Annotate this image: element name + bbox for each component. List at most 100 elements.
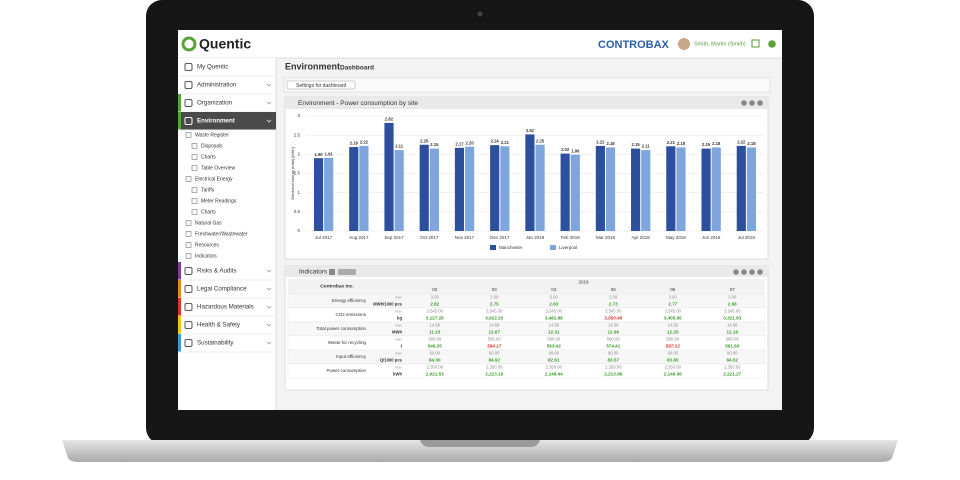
panel-icon[interactable] — [741, 269, 747, 275]
value-label: 2.02 — [561, 147, 570, 152]
sidebar-item[interactable]: My Quentic — [197, 64, 228, 71]
help-icon[interactable] — [768, 40, 776, 48]
user-name[interactable]: Smith, Martin (Smith) — [694, 41, 746, 47]
panel-icon[interactable] — [741, 100, 747, 106]
panel-icon[interactable] — [733, 269, 739, 275]
sidebar-icon — [184, 99, 193, 107]
sidebar-accent — [178, 94, 181, 112]
x-tick-label: Oct 2017 — [420, 235, 439, 240]
sidebar-item[interactable]: Administration — [197, 82, 237, 89]
sidebar-subitem[interactable]: Charts — [201, 154, 216, 160]
sidebar-subitem[interactable]: Waste Register — [195, 132, 229, 138]
value-label: 1.91 — [325, 151, 334, 156]
bar — [465, 146, 475, 231]
panel-icon[interactable] — [749, 269, 755, 275]
avatar[interactable] — [678, 38, 690, 50]
laptop-notch — [420, 440, 540, 447]
value-label: 2.22 — [360, 140, 369, 145]
indicators-header — [285, 266, 768, 277]
value-label: 2.25 — [420, 138, 429, 143]
sidebar-subitem[interactable]: Table Overview — [201, 165, 236, 171]
bar — [500, 146, 510, 231]
max-value: 3,545.00 — [546, 309, 563, 314]
logout-icon[interactable] — [751, 39, 760, 48]
legend-swatch — [550, 245, 556, 250]
panel-icon[interactable] — [749, 100, 755, 106]
value-label: 2.15 — [632, 142, 641, 147]
indicator-value: 2,213.98 — [604, 372, 622, 377]
sidebar-item[interactable]: Hazardous Materials — [197, 304, 254, 311]
sidebar-subitem[interactable]: Resources — [195, 242, 219, 248]
row-label: Waste for recycling — [328, 340, 367, 345]
sidebar-subitem[interactable]: Natural Gas — [195, 220, 222, 226]
settings-button-label[interactable]: Settings for dashboard — [296, 83, 347, 89]
sidebar-subitem[interactable]: Indicators — [195, 253, 217, 259]
max-value: 90.00 — [489, 351, 500, 356]
sidebar-icon — [184, 339, 193, 347]
value-label: 2.18 — [677, 141, 686, 146]
value-label: 2.20 — [466, 140, 475, 145]
logo: Quentic — [199, 36, 251, 52]
sidebar-item[interactable]: Organization — [197, 100, 233, 107]
toolbar — [283, 77, 771, 93]
y-tick-label: 2 — [297, 152, 300, 157]
table-month: 07 — [730, 287, 736, 292]
chevron — [266, 323, 272, 327]
sidebar-item[interactable]: Health & Safety — [197, 322, 241, 329]
unit-label: kWh — [393, 372, 402, 377]
bar — [701, 148, 711, 231]
x-tick-label: Mar 2018 — [596, 235, 616, 240]
sidebar-sub-icon — [191, 154, 198, 160]
settings-button[interactable] — [286, 80, 356, 90]
sidebar-subitem[interactable]: Meter Readings — [201, 198, 237, 204]
indicator-value: 2,223.19 — [485, 372, 503, 377]
sidebar-subitem[interactable]: Charts — [201, 209, 216, 215]
sidebar-item[interactable]: Sustainability — [197, 340, 234, 347]
value-label: 2.15 — [430, 142, 439, 147]
unit-label: MWh — [392, 330, 402, 335]
y-tick-label: 2.5 — [294, 132, 301, 137]
table-year: 2018 — [578, 280, 589, 285]
panel-icon[interactable] — [757, 100, 763, 106]
table-row — [287, 363, 766, 379]
indicator-value: 12.67 — [489, 330, 501, 335]
chart-title: Environment - Power consumption by site — [298, 100, 418, 107]
bar — [394, 150, 404, 231]
chevron — [266, 269, 272, 273]
sidebar-subitem[interactable]: Electrical Energy — [195, 176, 233, 182]
indicator-value: 3,922.23 — [485, 316, 503, 321]
max-value: 580.00 — [547, 337, 560, 342]
sidebar-subitem[interactable]: Disposals — [201, 143, 223, 149]
bar — [746, 147, 757, 231]
indicator-value: 12.25 — [667, 330, 679, 335]
bar — [324, 157, 334, 231]
max-value: 2,350.00 — [605, 365, 622, 370]
sidebar-subitem[interactable]: Tariffs — [201, 187, 215, 193]
indicator-value: 84.92 — [489, 358, 501, 363]
sidebar-item[interactable]: Risks & Audits — [197, 268, 237, 275]
sidebar-sub-icon — [185, 231, 192, 237]
sidebar-sub-icon — [191, 165, 198, 171]
bar — [454, 147, 465, 231]
sidebar-item[interactable]: Environment — [197, 118, 235, 125]
filter-badge — [338, 269, 356, 275]
sidebar-subitem[interactable]: Freshwater/Wastewater — [195, 231, 248, 237]
max-value: 14.58 — [727, 323, 738, 328]
x-tick-label: Dec 2017 — [490, 235, 510, 240]
max-value: 580.00 — [726, 337, 739, 342]
indicator-value: 12.31 — [548, 330, 560, 335]
indicators-title: Indicators — [299, 269, 328, 276]
max-value: 3.00 — [431, 295, 440, 300]
panel-icon[interactable] — [757, 269, 763, 275]
max-value: 3.00 — [490, 295, 499, 300]
sidebar-sub-icon — [185, 253, 192, 259]
legend-label: Liverpool — [559, 245, 577, 250]
sidebar-item[interactable]: Legal Compliance — [197, 286, 247, 293]
value-label: 2.21 — [667, 140, 676, 145]
table-month: 04 — [551, 287, 557, 292]
x-tick-label: Jun 2018 — [702, 235, 721, 240]
x-tick-label: Nov 2017 — [455, 235, 475, 240]
unit-label: MWh/1000 pcs — [373, 302, 403, 307]
sidebar-accent — [178, 298, 181, 316]
x-tick-label: Apr 2018 — [632, 235, 651, 240]
